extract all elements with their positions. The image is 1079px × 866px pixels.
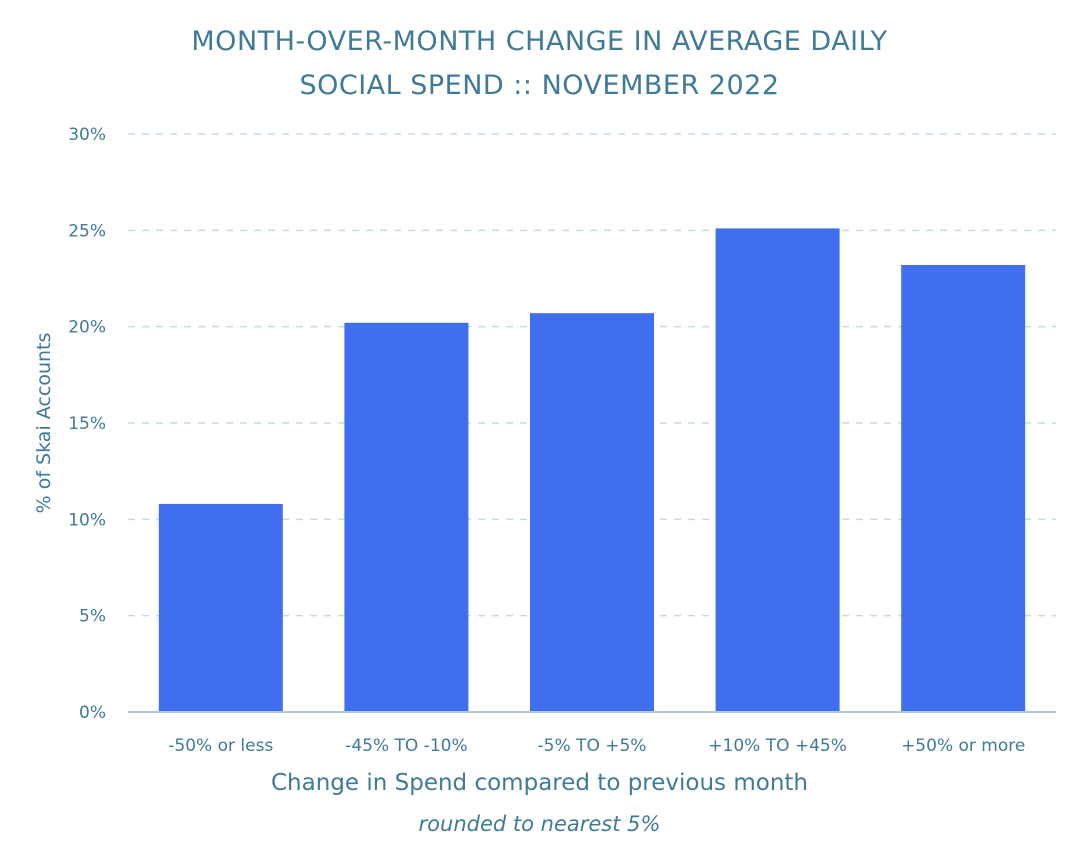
x-tick-label: -45% TO -10% [345,736,467,756]
x-axis-label: Change in Spend compared to previous mon… [270,770,808,796]
x-tick-label: -50% or less [168,736,273,756]
y-tick-label: 0% [79,703,106,723]
y-tick-label: 5% [79,607,106,627]
y-axis-label: % of Skai Accounts [33,333,55,514]
bar [715,228,840,712]
x-tick-label: +50% or more [901,736,1025,756]
y-tick-label: 25% [68,221,106,241]
bar [530,313,654,712]
chart-title-line-1: MONTH-OVER-MONTH CHANGE IN AVERAGE DAILY [191,26,888,57]
x-axis-sublabel: rounded to nearest 5% [418,812,661,836]
bar [344,322,469,712]
x-tick-label: -5% TO +5% [538,736,647,756]
x-tick-label: +10% TO +45% [708,736,847,756]
bar [901,265,1026,712]
y-tick-label: 20% [68,318,106,338]
bar [158,503,283,712]
y-tick-label: 30% [68,125,106,145]
chart-title-line-2: SOCIAL SPEND :: NOVEMBER 2022 [299,70,780,101]
y-tick-label: 15% [68,414,106,434]
y-tick-label: 10% [68,510,106,530]
